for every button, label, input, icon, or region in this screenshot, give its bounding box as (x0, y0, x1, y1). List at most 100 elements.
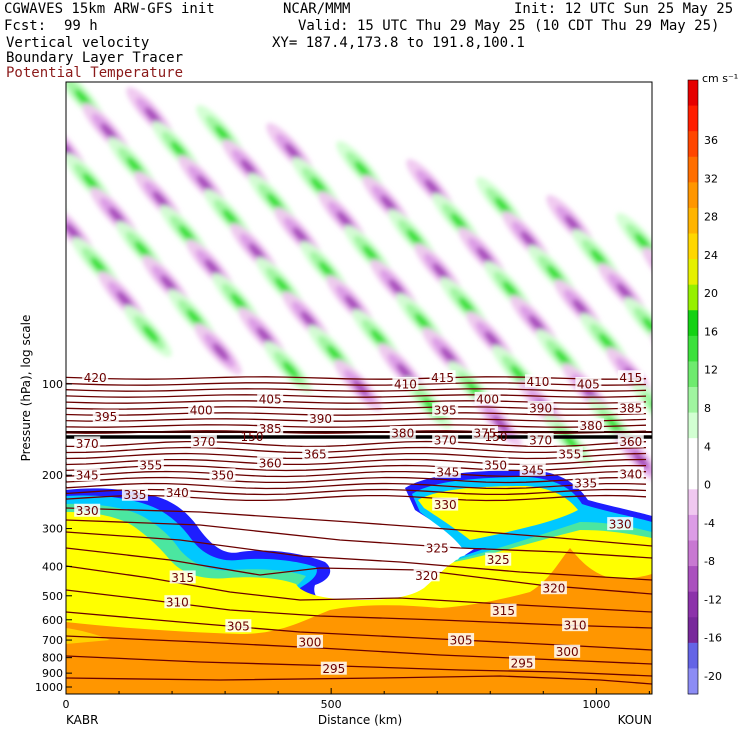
colorbar-label: 24 (704, 249, 718, 262)
contour-label: 300 (298, 635, 321, 649)
theta-contour (66, 519, 652, 559)
theta-contour (66, 446, 647, 454)
colorbar-label: 16 (704, 325, 718, 338)
contour-label: 365 (304, 447, 327, 461)
y-tick-label: 800 (42, 652, 63, 665)
contour-label: 310 (166, 596, 189, 610)
contour-label: 405 (259, 392, 282, 406)
colorbar-label: -8 (704, 555, 715, 568)
contour-label-bg (554, 644, 581, 658)
contour-label-bg (482, 457, 509, 471)
contour-label-bg (562, 618, 589, 632)
contour-label: 380 (580, 419, 603, 433)
contour-label: 410 (527, 375, 550, 389)
updraft-cell (632, 381, 652, 433)
colorbar-swatch (688, 105, 698, 132)
contour-label: 405 (577, 378, 600, 392)
contour-label-bg (82, 370, 109, 384)
contour-label: 320 (542, 582, 565, 596)
updraft-cell (624, 297, 652, 349)
colorbar-swatch (688, 642, 698, 669)
contour-label-bg (209, 468, 236, 482)
vertical-velocity-field (66, 82, 652, 483)
theta-contour (66, 482, 647, 490)
field-vertical-velocity: Vertical velocity (6, 35, 150, 51)
contour-label-bg (257, 455, 284, 469)
contour-label: 380 (391, 426, 414, 440)
contour-label-bg (509, 655, 536, 669)
contour-label: 345 (436, 465, 459, 479)
contour-label: 295 (511, 656, 534, 670)
contour-label-bg (169, 570, 196, 584)
theta-contour (66, 655, 652, 677)
colorbar-label: -12 (704, 593, 722, 606)
contour-label: 300 (556, 645, 579, 659)
contour-label: 415 (431, 371, 454, 385)
y-tick-label: 300 (42, 523, 63, 536)
field-potential-temperature: Potential Temperature (6, 65, 184, 81)
contour-label-bg (320, 661, 347, 675)
tropopause-label: 150 (241, 430, 264, 444)
contour-label: 370 (192, 435, 215, 449)
contour-label-bg (617, 400, 644, 414)
colorbar-swatch (688, 387, 698, 414)
contour-label: 325 (487, 553, 510, 567)
colorbar-swatch (688, 489, 698, 516)
contour-label-bg (164, 485, 191, 499)
colorbar-swatch (688, 591, 698, 618)
theta-contour (66, 412, 647, 416)
contour-label-bg (389, 425, 416, 439)
forecast-hour: 99 h (64, 18, 98, 34)
y-tick-label: 1000 (35, 681, 63, 694)
theta-contour (66, 418, 647, 422)
contour-label: 340 (166, 486, 189, 500)
contour-label: 370 (434, 433, 457, 447)
x-tick-label: 500 (321, 698, 342, 711)
contour-label: 400 (476, 392, 499, 406)
contour-label-bg (540, 581, 567, 595)
contour-label: 330 (434, 498, 457, 512)
contour-label: 320 (415, 569, 438, 583)
colorbar-swatch (688, 540, 698, 567)
colorbar-swatch (688, 259, 698, 286)
contour-label: 370 (529, 433, 552, 447)
theta-contour (66, 394, 647, 398)
contour-label-bg (527, 400, 554, 414)
y-tick-label: 600 (42, 614, 63, 627)
theta-contour (66, 452, 647, 460)
contour-label-bg (190, 434, 217, 448)
contour-label-bg (485, 552, 512, 566)
contour-label-bg (429, 370, 456, 384)
contour-label: 350 (484, 458, 507, 472)
y-tick-label: 100 (42, 378, 63, 391)
contour-label-bg (519, 462, 546, 476)
colorbar-swatch (688, 438, 698, 465)
contour-label: 385 (259, 422, 282, 436)
contour-label: 330 (609, 518, 632, 532)
colorbar-label: -16 (704, 632, 722, 645)
colorbar-units: cm s⁻¹ (702, 72, 738, 85)
contour-label: 420 (84, 371, 107, 385)
forecast-label: Fcst: (4, 18, 47, 34)
contour-label: 335 (574, 476, 597, 490)
theta-contour (66, 547, 652, 595)
colorbar-swatch (688, 566, 698, 593)
colorbar-swatch (688, 335, 698, 362)
y-tick-label: 500 (42, 590, 63, 603)
contour-labels: 420 415 410 410 405 415 405 400 400 395 395 390 390 3… (74, 370, 644, 676)
contour-label-bg (490, 603, 517, 617)
contour-label-bg (575, 377, 602, 390)
contour-label: 325 (426, 542, 449, 556)
colorbar: 36 32 28 24 20 16 12 8 4 0 -4 -8 -12 -16 -20 (687, 79, 722, 695)
colorbar-label: -4 (704, 517, 715, 530)
colorbar-swatch (688, 514, 698, 541)
colorbar-swatch (688, 310, 698, 337)
y-tick-label: 400 (42, 560, 63, 573)
init-time: Init: 12 UTC Sun 25 May 25 (514, 1, 734, 17)
contour-label-bg (617, 434, 644, 448)
contour-label-bg (578, 418, 605, 432)
contour-label: 335 (123, 488, 146, 502)
colorbar-label: 32 (704, 172, 718, 185)
